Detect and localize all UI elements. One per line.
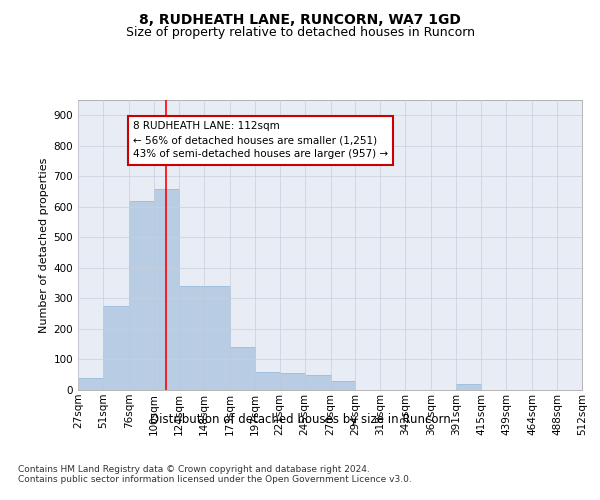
Bar: [129, 200, 154, 390]
Text: Distribution of detached houses by size in Runcorn: Distribution of detached houses by size …: [149, 412, 451, 426]
Text: 8, RUDHEATH LANE, RUNCORN, WA7 1GD: 8, RUDHEATH LANE, RUNCORN, WA7 1GD: [139, 12, 461, 26]
Bar: [154, 188, 179, 390]
Y-axis label: Number of detached properties: Number of detached properties: [40, 158, 49, 332]
Bar: [103, 306, 129, 390]
Bar: [204, 286, 230, 390]
Bar: [254, 372, 280, 390]
Text: Size of property relative to detached houses in Runcorn: Size of property relative to detached ho…: [125, 26, 475, 39]
Bar: [179, 286, 204, 390]
Bar: [305, 374, 331, 390]
Bar: [331, 381, 355, 390]
Text: 8 RUDHEATH LANE: 112sqm
← 56% of detached houses are smaller (1,251)
43% of semi: 8 RUDHEATH LANE: 112sqm ← 56% of detache…: [133, 122, 388, 160]
Text: Contains HM Land Registry data © Crown copyright and database right 2024.
Contai: Contains HM Land Registry data © Crown c…: [18, 465, 412, 484]
Bar: [78, 378, 103, 390]
Bar: [230, 348, 254, 390]
Bar: [456, 384, 481, 390]
Bar: [280, 373, 305, 390]
